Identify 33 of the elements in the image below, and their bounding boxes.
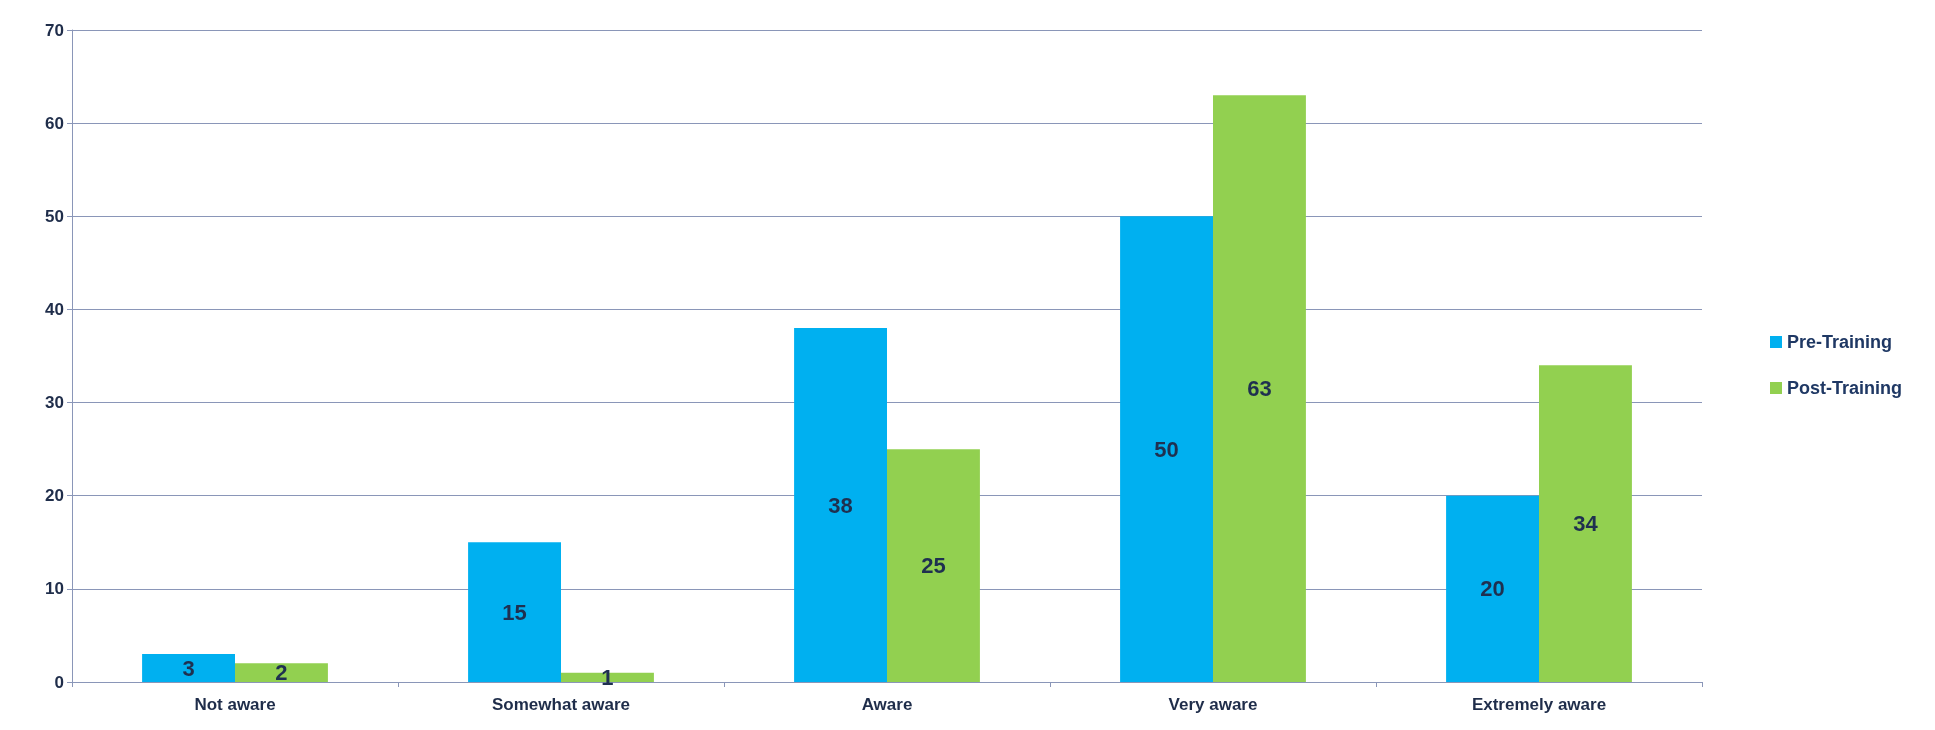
bar	[1539, 365, 1632, 682]
y-tick-label: 10	[45, 579, 64, 599]
data-label: 63	[1247, 376, 1272, 402]
data-label: 38	[828, 492, 853, 518]
y-tick-label: 30	[45, 393, 64, 413]
bar	[1213, 95, 1306, 682]
data-label: 50	[1154, 436, 1179, 462]
bar	[794, 328, 887, 682]
bar	[1446, 495, 1539, 682]
data-label: 2	[275, 660, 288, 686]
y-tick-label: 70	[45, 20, 64, 40]
x-tick-label: Somewhat aware	[492, 695, 630, 714]
x-tick-label: Not aware	[194, 695, 276, 714]
data-label: 3	[182, 655, 195, 681]
bar	[887, 449, 980, 682]
data-label: 25	[921, 553, 946, 579]
y-tick-label: 50	[45, 206, 64, 226]
y-tick-label: 40	[45, 299, 64, 319]
bar	[142, 654, 235, 682]
bar	[468, 542, 561, 682]
x-tick-label: Extremely aware	[1471, 695, 1607, 714]
x-tick-label: Very aware	[1168, 695, 1258, 714]
y-tick-label: 60	[45, 113, 64, 133]
x-tick-label: Aware	[861, 695, 913, 714]
data-label: 34	[1573, 511, 1599, 537]
legend-label: Post-Training	[1787, 378, 1903, 398]
legend-label: Pre-Training	[1787, 332, 1893, 352]
bar	[235, 663, 328, 682]
bar	[1120, 216, 1213, 682]
y-tick-label: 20	[45, 486, 64, 506]
y-tick-label: 0	[54, 672, 64, 692]
data-label: 15	[502, 599, 527, 625]
data-label: 20	[1480, 576, 1505, 602]
